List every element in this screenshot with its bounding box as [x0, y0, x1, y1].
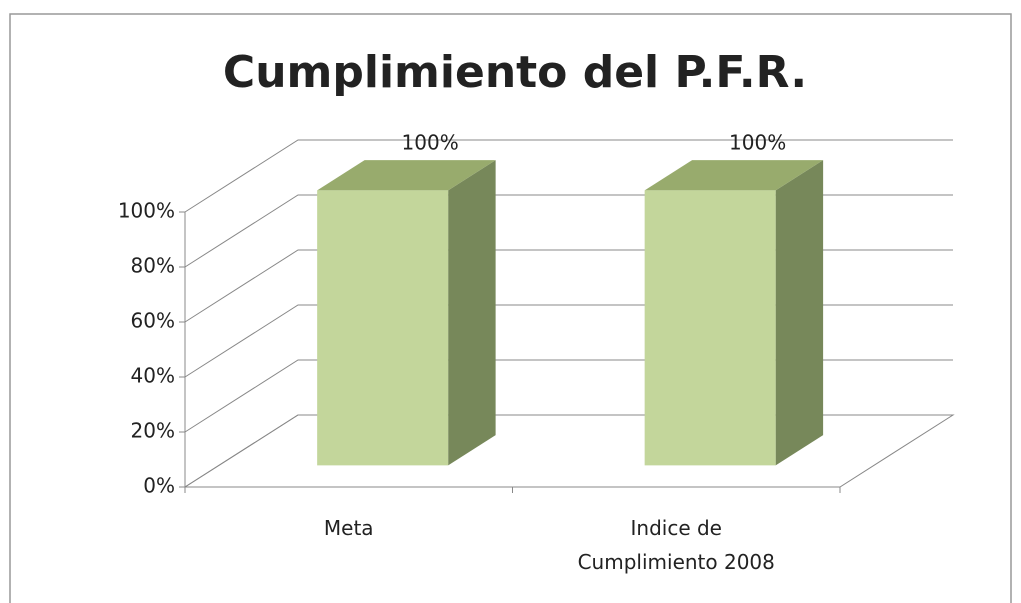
y-tick-label: 100%: [118, 199, 175, 223]
y-tick-label: 0%: [143, 474, 175, 498]
chart-frame: [9, 13, 1012, 603]
bar: [644, 190, 776, 466]
chart-title: Cumplimiento del P.F.R.: [223, 47, 807, 98]
value-label: 100%: [729, 131, 786, 155]
bar-side: [448, 160, 496, 466]
grid-line: [184, 139, 953, 213]
bar-side: [775, 160, 824, 466]
y-tick-label: 60%: [131, 309, 175, 333]
bar-top: [644, 160, 824, 191]
bar: [317, 190, 449, 466]
y-tick-label: 20%: [131, 419, 175, 443]
y-tick-label: 80%: [131, 254, 175, 278]
bar-top: [317, 160, 496, 191]
x-tick-label: Meta: [323, 516, 374, 540]
y-tick-label: 40%: [131, 364, 175, 388]
value-label: 100%: [402, 131, 459, 155]
x-tick-label: Indice de Cumplimiento 2008: [577, 516, 775, 574]
